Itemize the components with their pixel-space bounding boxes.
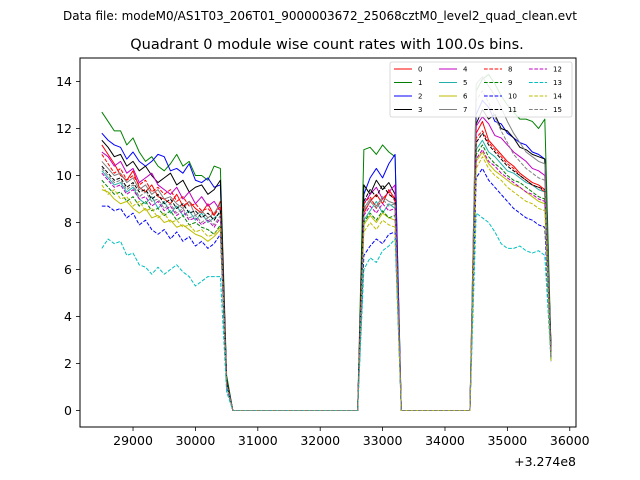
y-tick-label: 0 [64, 403, 72, 418]
x-tick-label: 36000 [550, 433, 590, 448]
x-tick-label: 29000 [113, 433, 153, 448]
y-tick-label: 14 [56, 74, 72, 89]
legend-label-5: 5 [463, 79, 467, 87]
y-tick-label: 8 [64, 215, 72, 230]
legend-label-15: 15 [553, 106, 562, 114]
legend-label-4: 4 [463, 66, 468, 74]
legend-label-0: 0 [418, 66, 422, 74]
legend-label-2: 2 [418, 93, 422, 101]
x-axis: 29000 30000 31000 32000 33000 34000 35000 36000 [113, 427, 590, 448]
y-axis: 0 2 4 6 8 10 12 14 [56, 74, 80, 418]
series-layer [101, 73, 552, 412]
x-tick-label: 35000 [487, 433, 527, 448]
x-tick-label: 34000 [425, 433, 465, 448]
plot-area: 29000 30000 31000 32000 33000 34000 35000 36000… [56, 57, 590, 469]
legend-label-8: 8 [508, 66, 512, 74]
y-tick-label: 10 [56, 168, 72, 183]
plot-frame [79, 57, 577, 428]
chart-title: Quadrant 0 module wise count rates with … [130, 37, 524, 53]
legend-label-6: 6 [463, 93, 468, 101]
y-tick-label: 2 [64, 356, 72, 371]
y-tick-label: 12 [56, 121, 72, 136]
y-tick-label: 6 [64, 262, 72, 277]
plot-background [80, 58, 576, 427]
legend-label-11: 11 [508, 106, 517, 114]
figure-suptitle: Data file: modeM0/AS1T03_206T01_90000036… [63, 9, 577, 23]
x-tick-label: 33000 [363, 433, 403, 448]
series-line-13 [101, 212, 552, 412]
x-axis-offset-label: +3.274e8 [514, 454, 576, 469]
legend-label-3: 3 [418, 106, 422, 114]
legend-label-7: 7 [463, 106, 467, 114]
legend-label-9: 9 [508, 79, 512, 87]
legend-box [389, 61, 573, 118]
legend-label-13: 13 [553, 79, 562, 87]
x-tick-label: 31000 [238, 433, 278, 448]
x-tick-label: 32000 [300, 433, 340, 448]
legend-label-14: 14 [553, 93, 562, 101]
legend-label-10: 10 [508, 93, 517, 101]
legend-label-1: 1 [418, 79, 422, 87]
legend-label-12: 12 [553, 66, 562, 74]
y-tick-label: 4 [64, 309, 72, 324]
x-tick-label: 30000 [176, 433, 216, 448]
